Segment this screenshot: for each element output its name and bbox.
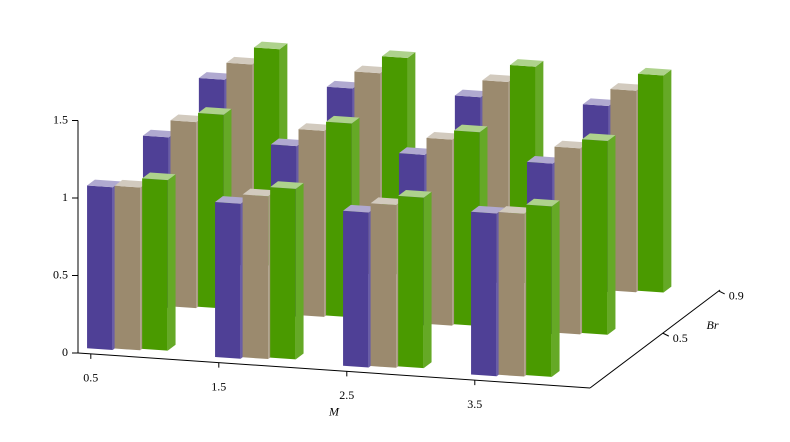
bar-top xyxy=(343,204,377,213)
bar-side xyxy=(607,135,616,335)
bar-front xyxy=(298,129,325,317)
bar-top xyxy=(398,147,433,155)
bar-top xyxy=(142,129,177,138)
bar-top xyxy=(142,172,176,181)
bar-top xyxy=(270,138,305,147)
bar-top xyxy=(381,50,416,59)
bar-front xyxy=(215,202,241,359)
bar-top xyxy=(298,123,332,131)
bar-side xyxy=(423,191,432,369)
x-tick-label: 0.5 xyxy=(83,371,98,385)
bar-front xyxy=(498,212,525,377)
bar-front xyxy=(637,73,664,293)
bar-top xyxy=(582,98,617,106)
bar xyxy=(142,172,176,351)
bar-top xyxy=(526,198,560,207)
bar-top xyxy=(242,188,277,197)
depth-axis xyxy=(589,289,721,389)
bar-top xyxy=(454,89,489,98)
x-tick-label: 2.5 xyxy=(339,388,354,402)
bar-top xyxy=(498,206,533,214)
x-axis-label: M xyxy=(328,404,340,418)
z-tick-label: 0 xyxy=(62,345,68,359)
bar xyxy=(398,189,432,369)
bar-top xyxy=(526,156,561,164)
bar-top xyxy=(114,179,149,188)
bar-top xyxy=(610,83,644,91)
bar-front xyxy=(582,139,608,335)
depth-axis-label: Br xyxy=(707,318,719,332)
bar-side xyxy=(167,174,176,351)
z-tick-label: 1.5 xyxy=(53,112,68,126)
depth-tick-label: 0.9 xyxy=(729,289,744,303)
bar xyxy=(270,181,304,360)
bar-side xyxy=(663,69,672,293)
bar-top xyxy=(170,114,204,123)
bar-front xyxy=(398,195,424,369)
x-tick-label: 3.5 xyxy=(467,397,482,411)
bar-top xyxy=(198,107,232,115)
bar-front xyxy=(242,194,269,360)
bar-top xyxy=(426,132,460,140)
bar-top xyxy=(370,197,405,206)
bar-top xyxy=(637,67,672,76)
bar-top xyxy=(226,56,260,65)
z-tick-label: 1 xyxy=(62,190,68,204)
bar-front xyxy=(114,185,141,351)
bar-front xyxy=(270,187,296,360)
x-tick-label: 1.5 xyxy=(211,379,226,393)
bar-front xyxy=(370,203,397,368)
bar-top xyxy=(509,59,544,67)
bar-front xyxy=(526,204,552,377)
bar-front xyxy=(610,89,637,293)
bar-top xyxy=(198,72,233,80)
bar-front xyxy=(87,185,113,351)
bar-top xyxy=(326,80,361,89)
bar-top xyxy=(326,115,360,124)
bar-side xyxy=(551,200,560,377)
bar-front xyxy=(142,178,168,351)
depth-tick xyxy=(662,332,670,337)
depth-tick-label: 0.5 xyxy=(673,331,688,345)
x-axis xyxy=(77,352,591,389)
bar xyxy=(637,67,672,293)
bar-top xyxy=(554,140,588,149)
bar-top xyxy=(482,74,516,83)
bar-side xyxy=(295,182,304,360)
bar-front xyxy=(170,120,197,309)
bar xyxy=(526,198,560,377)
bar-top xyxy=(270,181,304,189)
bar xyxy=(582,133,616,335)
bar-top xyxy=(253,41,288,50)
bar-top xyxy=(582,133,616,141)
z-tick-label: 0.5 xyxy=(53,267,68,281)
bar-front xyxy=(471,211,497,377)
bar-top xyxy=(454,124,488,133)
bar-top xyxy=(87,179,121,188)
bar-top xyxy=(354,65,388,74)
bar-front xyxy=(343,210,369,368)
bar-front xyxy=(426,137,453,326)
bar-top xyxy=(215,196,249,204)
bar-top xyxy=(471,205,505,214)
depth-tick xyxy=(718,290,725,295)
bar-top xyxy=(398,189,432,198)
bar-front xyxy=(554,146,581,335)
